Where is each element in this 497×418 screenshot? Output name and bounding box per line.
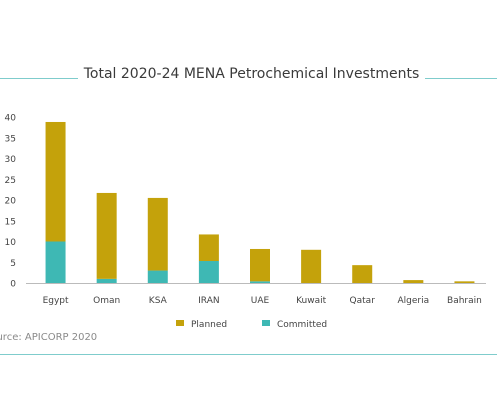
bar-committed-uae: [250, 281, 270, 283]
x-tick-label: Bahrain: [447, 296, 482, 306]
bar-planned-oman: [96, 192, 117, 279]
bar-planned-egypt: [45, 121, 66, 242]
y-tick-label: 0: [10, 280, 16, 290]
x-tick-label: Algeria: [398, 296, 430, 306]
title-rule-right: [425, 78, 497, 79]
y-tick-label: 15: [5, 217, 16, 227]
y-tick-label: 30: [5, 155, 17, 165]
x-tick-label: Qatar: [350, 296, 376, 306]
bar-planned-kuwait: [301, 249, 322, 283]
legend-label-planned: Planned: [191, 320, 227, 330]
y-tick-label: 35: [5, 134, 16, 144]
bottom-rule: [0, 354, 497, 355]
y-tick-label: 40: [5, 114, 17, 124]
x-tick-label: UAE: [251, 296, 270, 306]
legend-swatch-committed: [262, 320, 270, 326]
legend-label-committed: Committed: [277, 320, 327, 330]
y-tick-label: 10: [5, 238, 17, 248]
x-tick-label: Oman: [93, 296, 120, 306]
x-tick-label: Kuwait: [296, 296, 327, 306]
bar-planned-iran: [198, 234, 219, 262]
bar-committed-ksa: [147, 270, 168, 283]
bar-committed-iran: [198, 261, 219, 283]
y-tick-label: 25: [5, 176, 16, 186]
title-rule-left: [0, 78, 78, 79]
legend-swatch-planned: [176, 320, 184, 326]
bar-planned-ksa: [147, 197, 168, 271]
source-note: Source: APICORP 2020: [0, 332, 98, 343]
bar-planned-uae: [250, 248, 270, 282]
x-tick-label: IRAN: [198, 296, 219, 306]
bar-planned-algeria: [403, 280, 424, 283]
x-tick-label: Egypt: [43, 296, 69, 306]
y-tick-label: 5: [10, 259, 16, 269]
bar-committed-oman: [96, 278, 117, 283]
x-tick-label: KSA: [149, 296, 168, 306]
bar-planned-qatar: [352, 265, 373, 283]
bar-planned-bahrain: [454, 281, 475, 283]
bar-committed-egypt: [45, 241, 66, 283]
y-tick-label: 20: [5, 197, 17, 207]
chart-title: Total 2020-24 MENA Petrochemical Investm…: [83, 66, 420, 82]
